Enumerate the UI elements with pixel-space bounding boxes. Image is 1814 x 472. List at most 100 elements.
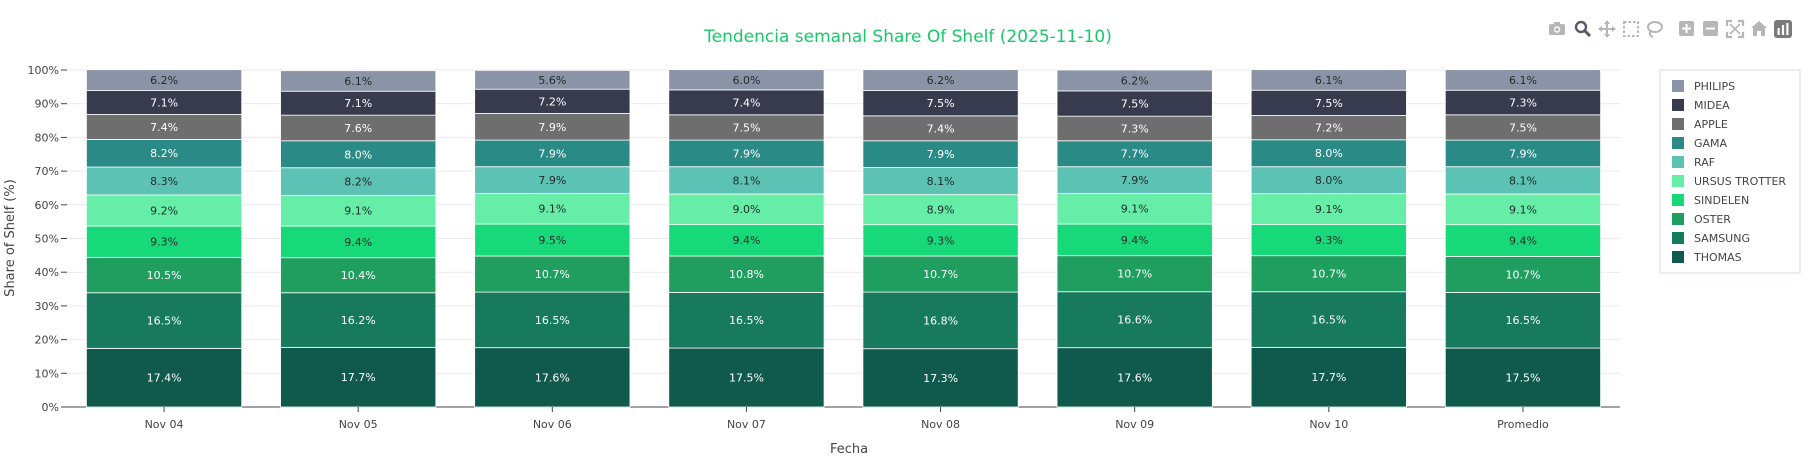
plotly-logo-icon[interactable] [1774,20,1792,38]
bar-segment[interactable] [668,223,825,257]
bar-segment[interactable] [668,69,825,91]
legend-item[interactable]: THOMAS [1672,251,1742,264]
bar-segment[interactable] [474,223,631,257]
bar-segment[interactable] [1056,347,1213,408]
bar-segment[interactable] [86,166,243,196]
bar-segment[interactable] [668,347,825,408]
legend-item[interactable]: MIDEA [1672,99,1730,112]
bar-segment[interactable] [1444,292,1601,349]
bar-stack[interactable]: 17.7% 16.2% 10.4% 9.4% 9.1% 8.2% 8.0% 7.6% 7.1% 6… [280,70,437,408]
legend-item[interactable]: PHILIPS [1672,80,1735,93]
bar-segment[interactable] [668,166,825,195]
bar-segment[interactable] [1250,223,1407,257]
legend-item[interactable]: SAMSUNG [1672,232,1750,245]
bar-segment[interactable] [1056,140,1213,168]
bar-segment[interactable] [1250,115,1407,141]
bar-segment[interactable] [1444,347,1601,408]
legend-item[interactable]: OSTER [1672,213,1731,226]
camera-icon[interactable] [1549,22,1565,35]
bar-segment[interactable] [280,346,437,408]
bar-segment[interactable] [86,69,243,91]
bar-segment[interactable] [668,139,825,168]
legend-swatch [1672,80,1684,92]
bar-segment[interactable] [1250,346,1407,408]
bar-segment[interactable] [1444,255,1601,293]
bar-segment[interactable] [668,193,825,225]
bar-segment[interactable] [280,194,437,227]
bar-segment[interactable] [1444,69,1601,91]
bar-segment[interactable] [474,69,631,90]
bar-segment[interactable] [1250,69,1407,91]
bar-segment[interactable] [1056,255,1213,293]
bar-segment[interactable] [474,192,631,225]
bar-segment[interactable] [1444,193,1601,226]
zoom-in-icon[interactable] [1679,21,1694,36]
bar-segment[interactable] [668,255,825,293]
bar-segment[interactable] [86,347,243,408]
bar-segment[interactable] [1444,224,1601,257]
legend-item[interactable]: APPLE [1672,118,1728,131]
legend[interactable]: PHILIPS MIDEA APPLE GAMA RAF URSUS TROTTER SIN… [1659,69,1801,274]
bar-segment[interactable] [862,194,1019,226]
legend-label: THOMAS [1693,251,1742,264]
bar-segment[interactable] [86,114,243,140]
bar-segment[interactable] [668,89,825,116]
bar-stack[interactable]: 17.6% 16.6% 10.7% 9.4% 9.1% 7.9% 7.7% 7.3% 7.5% 6… [1056,69,1213,408]
legend-item[interactable]: SINDELEN [1672,194,1749,207]
zoom-out-icon[interactable] [1703,21,1718,36]
bar-segment[interactable] [474,88,631,114]
bar-segment[interactable] [1444,139,1601,168]
bar-segment[interactable] [862,255,1019,293]
bar-stack[interactable]: 17.5% 16.5% 10.8% 9.4% 9.0% 8.1% 7.9% 7.5% 7.4% 6… [668,69,825,408]
bar-segment[interactable] [86,139,243,168]
bar-segment[interactable] [280,140,437,169]
bar-segment[interactable] [1056,192,1213,225]
pan-icon[interactable] [1598,20,1616,38]
bar-segment[interactable] [474,166,631,194]
bar-segment[interactable] [280,292,437,348]
bar-segment[interactable] [1056,291,1213,349]
bar-segment[interactable] [86,292,243,349]
bar-segment[interactable] [280,225,437,259]
box-select-icon[interactable] [1623,21,1639,37]
bar-stack[interactable]: 17.3% 16.8% 10.7% 9.3% 8.9% 8.1% 7.9% 7.4% 7.5% 6… [862,69,1019,408]
bar-segment[interactable] [1444,166,1601,195]
lasso-icon[interactable] [1647,21,1663,38]
bar-segment[interactable] [668,292,825,349]
legend-item[interactable]: RAF [1672,156,1715,169]
bar-segment[interactable] [474,255,631,293]
bar-segment[interactable] [862,224,1019,257]
bar-stack[interactable]: 17.7% 16.5% 10.7% 9.3% 9.1% 8.0% 8.0% 7.2% 7.5% 6… [1250,69,1407,408]
bar-segment[interactable] [1444,114,1601,141]
bar-segment[interactable] [280,114,437,142]
bars[interactable]: 17.4% 16.5% 10.5% 9.3% 9.2% 8.3% 8.2% 7.4% 7.1% 6… [86,69,1601,408]
bar-segment[interactable] [474,113,631,141]
legend-item[interactable]: GAMA [1672,137,1728,150]
bar-stack[interactable]: 17.6% 16.5% 10.7% 9.5% 9.1% 7.9% 7.9% 7.9% 7.2% 5… [474,69,631,408]
bar-segment[interactable] [474,347,631,408]
autoscale-icon[interactable] [1725,19,1745,39]
bar-stack[interactable]: 17.5% 16.5% 10.7% 9.4% 9.1% 8.1% 7.9% 7.5% 7.3% 6… [1444,69,1601,408]
zoom-icon[interactable] [1574,20,1592,38]
bar-segment[interactable] [1250,166,1407,195]
bar-segment[interactable] [280,70,437,92]
bar-segment[interactable] [862,69,1019,91]
legend-item[interactable]: URSUS TROTTER [1672,175,1786,188]
reset-axes-icon[interactable] [1751,21,1767,36]
bar-segment[interactable] [862,348,1019,408]
data-label: 7.6% [344,122,372,135]
bar-segment[interactable] [86,194,243,227]
bar-segment[interactable] [1056,69,1213,92]
bar-segment[interactable] [280,257,437,294]
bar-segment[interactable] [1056,115,1213,142]
bar-segment[interactable] [1250,89,1407,116]
bar-segment[interactable] [1056,166,1213,194]
modebar[interactable] [1549,19,1792,39]
bar-segment[interactable] [474,291,631,349]
bar-segment[interactable] [862,115,1019,142]
bar-segment[interactable] [862,291,1019,350]
bar-segment[interactable] [280,167,437,196]
bar-segment[interactable] [862,140,1019,168]
bar-stack[interactable]: 17.4% 16.5% 10.5% 9.3% 9.2% 8.3% 8.2% 7.4% 7.1% 6… [86,69,243,408]
bar-segment[interactable] [1250,255,1407,293]
